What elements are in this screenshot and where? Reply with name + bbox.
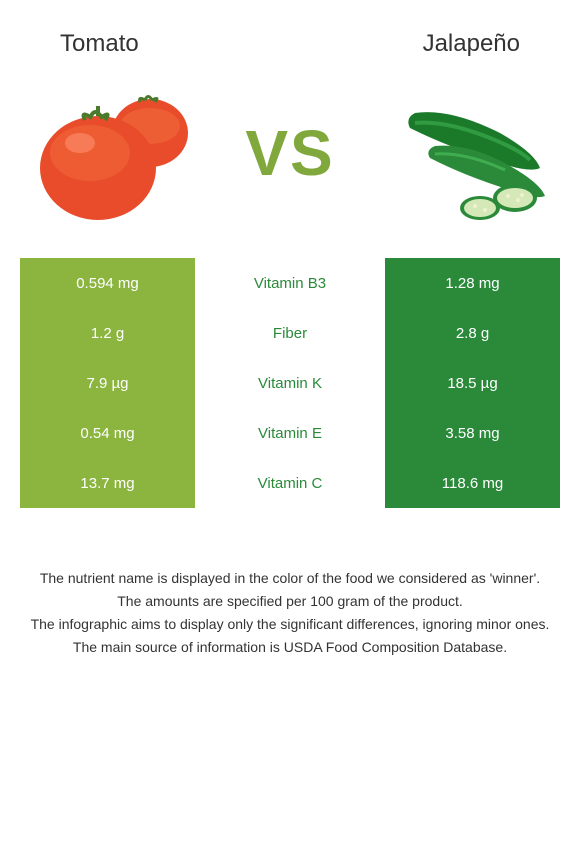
- right-food-title: Jalapeño: [423, 30, 520, 58]
- left-value-cell: 0.594 mg: [20, 258, 195, 308]
- nutrient-name-cell: Fiber: [195, 308, 385, 358]
- footnote-line: The infographic aims to display only the…: [20, 614, 560, 635]
- footnote-line: The nutrient name is displayed in the co…: [20, 568, 560, 589]
- nutrient-name-cell: Vitamin B3: [195, 258, 385, 308]
- table-row: 7.9 µgVitamin K18.5 µg: [20, 358, 560, 408]
- left-value-cell: 7.9 µg: [20, 358, 195, 408]
- right-value-cell: 1.28 mg: [385, 258, 560, 308]
- vs-label: VS: [245, 116, 334, 190]
- nutrient-name-cell: Vitamin K: [195, 358, 385, 408]
- nutrient-name-cell: Vitamin E: [195, 408, 385, 458]
- vs-row: VS: [0, 68, 580, 258]
- left-value-cell: 13.7 mg: [20, 458, 195, 508]
- nutrient-name-cell: Vitamin C: [195, 458, 385, 508]
- table-row: 1.2 gFiber2.8 g: [20, 308, 560, 358]
- left-value-cell: 0.54 mg: [20, 408, 195, 458]
- left-food-title: Tomato: [60, 30, 139, 58]
- footnote-line: The main source of information is USDA F…: [20, 637, 560, 658]
- footnotes: The nutrient name is displayed in the co…: [0, 508, 580, 680]
- tomato-image: [30, 78, 200, 228]
- table-row: 13.7 mgVitamin C118.6 mg: [20, 458, 560, 508]
- right-value-cell: 118.6 mg: [385, 458, 560, 508]
- footnote-line: The amounts are specified per 100 gram o…: [20, 591, 560, 612]
- right-value-cell: 3.58 mg: [385, 408, 560, 458]
- header-row: Tomato Jalapeño: [0, 0, 580, 68]
- right-value-cell: 18.5 µg: [385, 358, 560, 408]
- nutrient-table: 0.594 mgVitamin B31.28 mg1.2 gFiber2.8 g…: [20, 258, 560, 508]
- infographic-container: Tomato Jalapeño VS: [0, 0, 580, 680]
- left-value-cell: 1.2 g: [20, 308, 195, 358]
- right-value-cell: 2.8 g: [385, 308, 560, 358]
- table-row: 0.594 mgVitamin B31.28 mg: [20, 258, 560, 308]
- jalapeno-image: [380, 78, 550, 228]
- table-row: 0.54 mgVitamin E3.58 mg: [20, 408, 560, 458]
